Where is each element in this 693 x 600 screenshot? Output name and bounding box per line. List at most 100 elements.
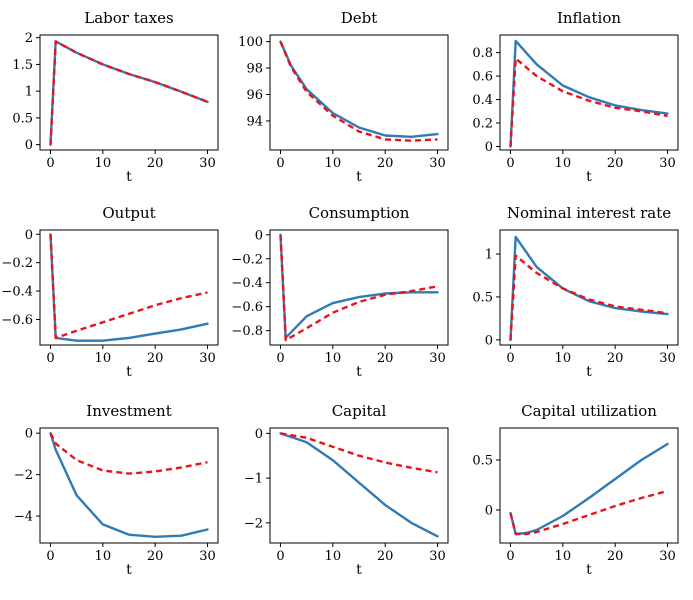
y-tick-label: −0.4 [231,276,263,291]
y-tick-label: −0.6 [1,313,33,328]
x-tick-label: 10 [95,351,112,366]
x-tick-label: 20 [377,156,394,171]
x-tick-label: 10 [325,156,342,171]
x-axis-label: t [126,562,132,578]
y-tick-label: 1.5 [12,58,33,73]
y-tick-label: 0.8 [472,46,493,61]
series-line-solid [279,432,439,538]
series-line-dashed [280,432,438,474]
y-tick-label: 0.2 [472,117,493,132]
series-line-solid [49,233,209,342]
y-tick-label: 94 [246,114,263,129]
series-line-solid [49,432,209,538]
subplot-title: Capital [332,402,387,420]
subplot-8: Capital utilization 0 10 20 30 0 0.5 t [472,402,679,578]
subplot-title: Inflation [557,9,621,27]
y-tick-label: 0.6 [472,70,493,85]
x-tick-label: 10 [95,549,112,564]
y-tick-label: 0 [255,228,263,243]
y-tick-label: 0 [485,333,493,348]
y-tick-label: −1 [244,472,263,487]
series-line-solid [509,235,669,342]
subplot-6: Investment 0 10 20 30 0 −2 −4 t [14,402,219,578]
subplot-4: Consumption 0 10 20 30 0 −0.2 −0.4 −0.6 −0.8 t [231,204,449,380]
axes-frame [269,34,449,151]
x-tick-label: 10 [325,549,342,564]
x-tick-label: 20 [147,351,164,366]
series-line-dashed [509,57,668,147]
subplot-0: Labor taxes 0 10 20 30 0 0.5 1 1.5 2 t [12,9,219,185]
series-line-solid [279,233,439,339]
y-tick-label: −4 [14,510,33,525]
x-tick-label: 20 [147,549,164,564]
x-tick-label: 0 [506,549,514,564]
series-line-dashed [509,489,668,536]
axes-frame [39,34,219,151]
y-tick-label: 0.5 [12,111,33,126]
subplot-title: Consumption [309,204,410,222]
x-tick-label: 20 [147,156,164,171]
series-line-solid [509,39,669,148]
x-axis-label: t [586,364,592,380]
y-tick-label: 0 [485,504,493,519]
subplot-2: Inflation 0 10 20 30 0 0.2 0.4 0.6 0.8 t [472,9,679,185]
series-line-dashed [279,234,438,342]
x-tick-label: 20 [607,156,624,171]
x-tick-label: 30 [199,156,216,171]
y-tick-label: 1 [25,85,33,100]
subplot-1: Debt 0 10 20 30 94 96 98 100 t [238,9,449,185]
x-tick-label: 0 [46,351,54,366]
axes-frame [269,229,449,346]
subplot-7: Capital 0 10 20 30 0 −1 −2 t [244,402,449,578]
subplot-3: Output 0 10 20 30 0 −0.2 −0.4 −0.6 t [1,204,219,380]
y-tick-label: −0.6 [231,300,263,315]
y-tick-label: 0 [25,138,33,153]
series-line-dashed [49,234,208,340]
x-axis-label: t [126,364,132,380]
x-tick-label: 30 [429,549,446,564]
y-tick-label: −0.4 [1,285,33,300]
y-tick-label: −0.2 [1,256,33,271]
x-axis-label: t [586,169,592,185]
y-tick-label: −2 [244,516,263,531]
x-tick-label: 0 [276,549,284,564]
x-tick-label: 0 [276,351,284,366]
x-tick-label: 10 [555,549,572,564]
y-tick-label: −0.8 [231,324,263,339]
axes-frame [499,427,679,544]
axes-frame [39,427,219,544]
x-axis-label: t [356,562,362,578]
y-tick-label: 0 [255,427,263,442]
x-tick-label: 0 [276,156,284,171]
series-line-solid [509,442,669,536]
y-tick-label: 96 [246,88,263,103]
axes-frame [39,229,219,346]
x-tick-label: 10 [555,156,572,171]
x-axis-label: t [126,169,132,185]
x-tick-label: 20 [377,549,394,564]
y-tick-label: 0 [485,140,493,155]
series-line-dashed [49,432,208,475]
x-tick-label: 30 [199,351,216,366]
axes-frame [269,427,449,544]
subplot-title: Investment [86,402,171,420]
y-tick-label: −0.2 [231,252,263,267]
x-tick-label: 0 [46,156,54,171]
x-tick-label: 0 [46,549,54,564]
x-tick-label: 10 [325,351,342,366]
x-tick-label: 10 [95,156,112,171]
x-tick-label: 0 [506,351,514,366]
subplot-5: Nominal interest rate 0 10 20 30 0 0.5 1 t [472,204,679,380]
series-line-dashed [509,254,668,340]
x-axis-label: t [356,364,362,380]
x-tick-label: 30 [199,549,216,564]
series-line-dashed [49,40,208,145]
x-tick-label: 30 [429,156,446,171]
x-tick-label: 0 [506,156,514,171]
subplot-title: Capital utilization [521,402,657,420]
x-axis-label: t [586,562,592,578]
x-tick-label: 30 [659,156,676,171]
series-line-dashed [279,41,438,142]
x-tick-label: 30 [659,549,676,564]
